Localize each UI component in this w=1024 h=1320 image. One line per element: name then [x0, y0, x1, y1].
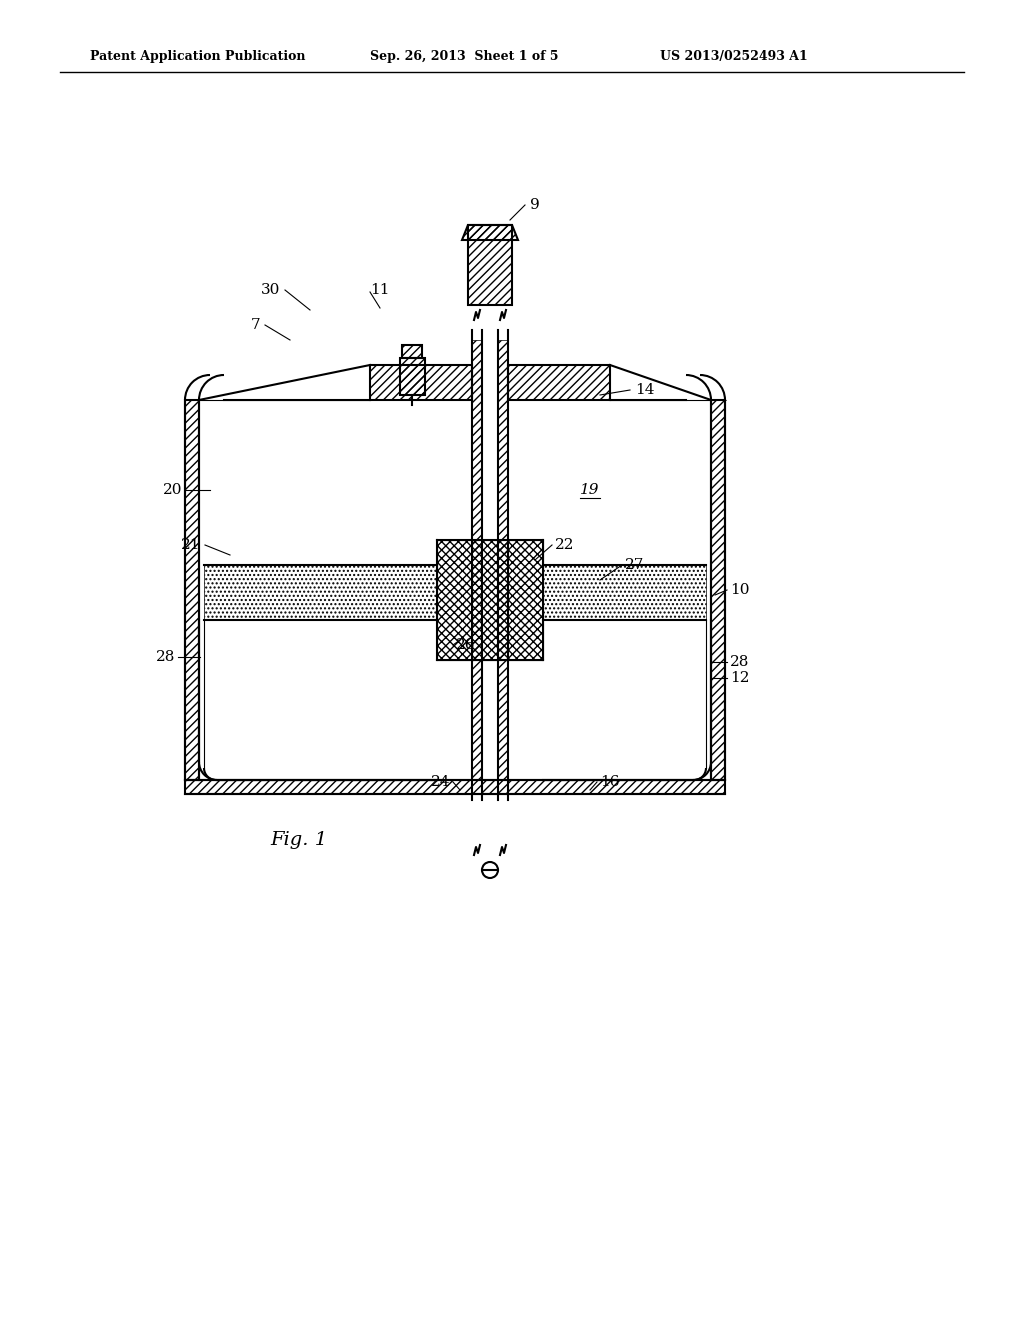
Text: 11: 11: [370, 282, 389, 297]
Bar: [402, 345, 422, 358]
Bar: [711, 400, 725, 780]
Text: 24: 24: [430, 775, 450, 789]
Text: 19: 19: [580, 483, 599, 498]
Text: 21: 21: [180, 539, 200, 552]
Bar: [185, 400, 199, 780]
Text: 7: 7: [251, 318, 260, 333]
Bar: [370, 366, 472, 400]
Text: 10: 10: [730, 583, 750, 597]
Text: 12: 12: [730, 671, 750, 685]
Bar: [472, 341, 482, 780]
Text: 22: 22: [555, 539, 574, 552]
Text: 16: 16: [600, 775, 620, 789]
Text: US 2013/0252493 A1: US 2013/0252493 A1: [660, 50, 808, 63]
Text: Sep. 26, 2013  Sheet 1 of 5: Sep. 26, 2013 Sheet 1 of 5: [370, 50, 558, 63]
Bar: [543, 565, 706, 620]
Text: 20: 20: [163, 483, 182, 498]
Text: Fig. 1: Fig. 1: [270, 832, 327, 849]
Text: 30: 30: [261, 282, 280, 297]
Text: 28: 28: [156, 649, 175, 664]
Text: 14: 14: [635, 383, 654, 397]
Text: 28: 28: [730, 655, 750, 669]
Bar: [204, 565, 437, 620]
Circle shape: [482, 862, 498, 878]
Bar: [185, 780, 725, 795]
Text: 27: 27: [625, 558, 644, 572]
Bar: [498, 341, 508, 780]
Bar: [400, 358, 425, 395]
Text: 26: 26: [456, 638, 475, 652]
Bar: [437, 540, 543, 660]
Text: 9: 9: [530, 198, 540, 213]
Bar: [508, 366, 610, 400]
Text: Patent Application Publication: Patent Application Publication: [90, 50, 305, 63]
